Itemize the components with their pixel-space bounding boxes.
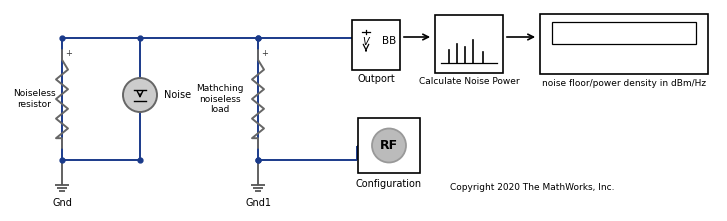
Text: Calculate Noise Power: Calculate Noise Power	[419, 78, 519, 86]
Text: V: V	[363, 37, 369, 47]
Text: BB: BB	[382, 36, 396, 46]
Text: Noiseless
resistor: Noiseless resistor	[12, 89, 55, 109]
Bar	[352, 20, 400, 70]
Text: RF: RF	[380, 139, 398, 152]
Text: Noise: Noise	[164, 90, 191, 100]
Text: Mathching
noiseless
load: Mathching noiseless load	[196, 84, 244, 114]
Bar	[435, 15, 503, 73]
Text: Outport: Outport	[357, 74, 395, 84]
Circle shape	[372, 128, 406, 162]
Text: Gnd1: Gnd1	[245, 198, 271, 208]
Bar	[552, 22, 696, 44]
Circle shape	[123, 78, 157, 112]
Bar	[540, 14, 708, 74]
Bar	[358, 118, 420, 173]
Text: Gnd: Gnd	[52, 198, 72, 208]
Text: Configuration: Configuration	[356, 179, 422, 189]
Text: Copyright 2020 The MathWorks, Inc.: Copyright 2020 The MathWorks, Inc.	[450, 183, 614, 192]
Text: +: +	[65, 50, 72, 59]
Text: noise floor/power density in dBm/Hz: noise floor/power density in dBm/Hz	[542, 78, 706, 88]
Text: +: +	[261, 50, 268, 59]
